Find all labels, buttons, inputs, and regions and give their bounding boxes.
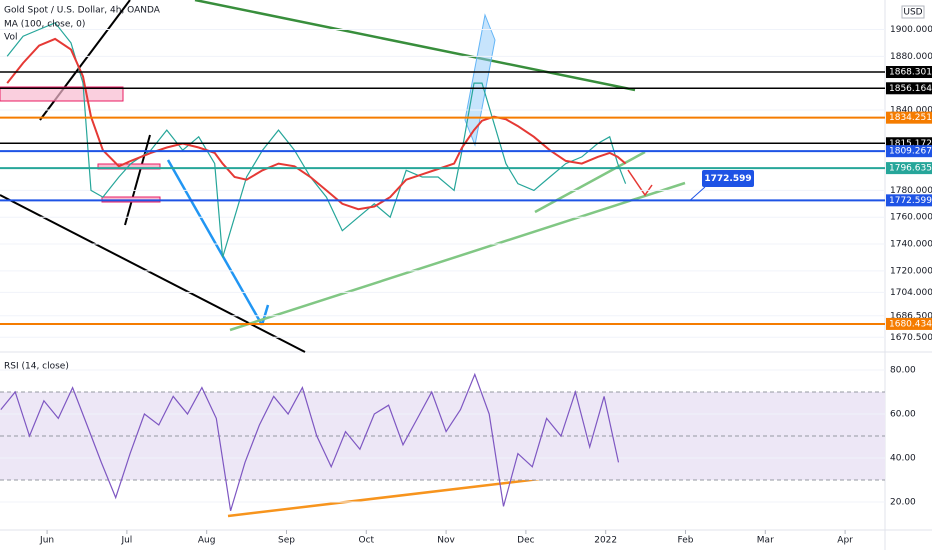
x-tick-label: Mar [757,536,774,546]
price-label-bg [886,145,932,158]
y-tick-label: 1740.000 [890,240,932,250]
x-tick-label: Oct [359,536,375,546]
callout-stem [689,186,706,201]
y-tick-label: 1704.000 [890,288,932,298]
y-tick-label: 80.00 [890,365,916,375]
chart-title: Gold Spot / U.S. Dollar, 4h, OANDA [4,6,161,16]
x-tick-label: Dec [517,536,534,546]
currency-badge [901,5,925,19]
x-tick-label: Jul [120,536,132,546]
callout-bg [702,170,754,187]
channel [464,13,496,147]
zone [0,86,124,102]
y-tick-label: 60.00 [890,409,916,419]
trend-line [0,194,306,353]
series-line [6,22,627,258]
price-label-bg [886,66,932,79]
y-tick-label: 1840.000 [890,105,932,115]
x-tick-label: Apr [837,536,853,546]
price-label-bg [886,317,932,330]
price-label-bg [886,162,932,175]
indicator-label: MA (100, close, 0) [4,20,85,30]
price-label: 1772.599 [889,196,932,206]
series-line [6,37,627,211]
price-label-bg [886,194,932,207]
y-tick-label: 1720.000 [890,266,932,276]
price-label: 1809.267 [889,147,932,157]
trend-line [124,134,151,226]
x-tick-label: 2022 [594,536,617,546]
price-label: 1868.301 [889,68,932,78]
marks: 1900.000 1880.000 1840.000 1780.000 1760.000… [0,22,932,546]
y-tick-label: 40.00 [890,454,916,464]
volume-label: Vol [4,33,17,43]
currency: USD [903,8,922,18]
y-tick-label: 1670.500 [890,333,932,343]
y-tick-label: 20.00 [890,498,916,508]
price-label-bg [886,82,932,95]
x-tick-label: Sep [278,536,295,546]
y-tick-label: 1760.000 [890,213,932,223]
x-tick-label: Feb [678,536,694,546]
drawings [0,0,826,518]
trend-line [194,0,636,92]
y-tick-label: 1900.000 [890,25,932,35]
arrow [627,169,653,197]
callout-label: 1772.599 [704,174,751,184]
y-tick-label: 1780.000 [890,186,932,196]
y-tick-label: 1686.500 [890,311,932,321]
trend-line [166,159,264,326]
trend-line [260,304,270,326]
trend-line [534,150,646,214]
y-tick-label: 1880.000 [890,52,932,62]
x-tick-label: Aug [198,536,216,546]
price-label: 1815.172 [889,139,932,149]
price-label: 1856.164 [889,84,932,94]
x-tick-label: Jun [39,536,54,546]
series-line [0,372,620,511]
price-label-bg [886,111,932,124]
price-label: 1834.251 [889,113,932,123]
price-label: 1796.635 [889,164,932,174]
price-label: 1680.434 [889,319,932,329]
trend-line [229,181,686,332]
x-tick-label: Nov [437,536,455,546]
rsi-label: RSI (14, close) [4,362,69,372]
